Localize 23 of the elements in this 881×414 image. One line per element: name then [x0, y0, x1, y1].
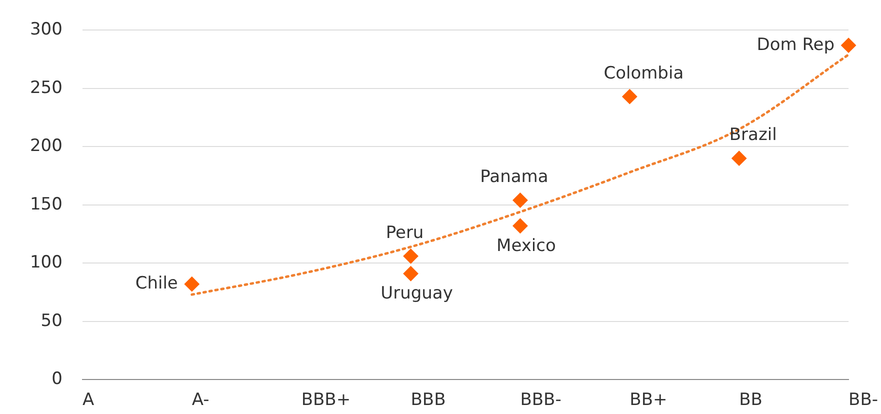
x-tick-label: BBB: [410, 390, 446, 410]
data-label: Mexico: [496, 236, 556, 256]
x-tick-label: BBB+: [301, 390, 351, 410]
data-label: Uruguay: [380, 284, 453, 304]
data-label: Chile: [135, 274, 178, 294]
x-tick-label: A-: [192, 390, 210, 410]
y-tick-label: 50: [40, 310, 62, 331]
data-label: Dom Rep: [756, 34, 835, 55]
y-tick-label: 300: [30, 20, 62, 40]
data-label: Peru: [386, 223, 424, 244]
y-tick-label: 0: [52, 369, 62, 390]
y-tick-label: 250: [30, 78, 62, 98]
x-tick-label: A: [82, 390, 94, 410]
y-tick-label: 100: [30, 252, 62, 273]
y-tick-label: 150: [30, 194, 62, 214]
x-tick-label: BB+: [630, 390, 668, 410]
data-label: Colombia: [604, 64, 684, 84]
x-tick-label: BB-: [848, 390, 878, 410]
data-label: Brazil: [729, 125, 777, 146]
data-label: Panama: [480, 167, 548, 188]
y-tick-label: 200: [30, 136, 62, 156]
x-tick-label: BB: [739, 390, 762, 410]
x-tick-label: BBB-: [520, 390, 562, 410]
